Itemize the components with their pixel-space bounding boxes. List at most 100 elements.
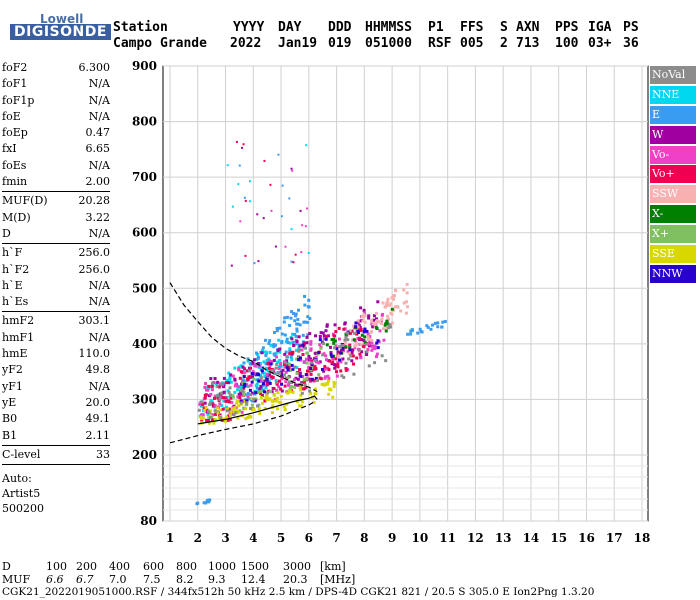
muf-value: 7.0 bbox=[109, 573, 127, 586]
data-point bbox=[342, 327, 346, 331]
data-point bbox=[384, 329, 388, 333]
data-point bbox=[257, 260, 260, 263]
data-point bbox=[299, 358, 303, 362]
data-point bbox=[216, 396, 220, 400]
data-point bbox=[247, 369, 251, 373]
data-point bbox=[380, 313, 384, 317]
d-value: 400 bbox=[109, 560, 130, 573]
data-point bbox=[368, 337, 372, 341]
data-point bbox=[334, 344, 338, 348]
data-point bbox=[333, 323, 337, 327]
data-point bbox=[216, 380, 220, 384]
data-point bbox=[285, 337, 289, 341]
data-point bbox=[297, 335, 301, 339]
data-point bbox=[303, 303, 307, 307]
data-point bbox=[344, 345, 348, 349]
data-point bbox=[299, 388, 303, 392]
data-point bbox=[241, 146, 244, 149]
data-point bbox=[243, 371, 247, 375]
d-value: 100 bbox=[46, 560, 67, 573]
data-point bbox=[329, 352, 333, 356]
param-value: 49.8 bbox=[85, 363, 111, 377]
data-point bbox=[301, 375, 305, 379]
data-point bbox=[233, 406, 237, 410]
data-point bbox=[327, 368, 331, 372]
data-point bbox=[431, 323, 435, 327]
data-point bbox=[272, 393, 276, 397]
data-point bbox=[276, 360, 280, 364]
data-point bbox=[261, 346, 265, 350]
data-point bbox=[333, 366, 337, 370]
data-point bbox=[284, 376, 288, 380]
param-name: foEs bbox=[2, 158, 27, 172]
x-tick-label: 17 bbox=[606, 531, 623, 545]
data-point bbox=[272, 358, 276, 362]
data-point bbox=[204, 406, 208, 410]
data-point bbox=[250, 408, 254, 412]
data-point bbox=[287, 380, 291, 384]
data-point bbox=[219, 391, 223, 395]
data-point bbox=[337, 337, 341, 341]
y-tick-label: 800 bbox=[132, 115, 157, 129]
data-point bbox=[350, 359, 354, 363]
data-point bbox=[378, 320, 382, 324]
param-row: yE 20.0 bbox=[2, 395, 110, 411]
data-point bbox=[341, 344, 345, 348]
data-point bbox=[248, 415, 252, 419]
data-point bbox=[275, 326, 279, 330]
param-value: N/A bbox=[88, 77, 110, 91]
data-point bbox=[389, 325, 393, 329]
data-point bbox=[267, 380, 271, 384]
data-point bbox=[245, 399, 249, 403]
data-point bbox=[390, 321, 394, 325]
data-point bbox=[288, 323, 292, 327]
data-point bbox=[291, 390, 295, 394]
data-point bbox=[322, 337, 326, 341]
param-name: foEp bbox=[2, 126, 28, 140]
data-point bbox=[250, 371, 254, 375]
data-point bbox=[265, 368, 269, 372]
data-point bbox=[297, 308, 301, 312]
data-point bbox=[218, 402, 222, 406]
header-label: S bbox=[500, 20, 508, 35]
data-point bbox=[278, 350, 282, 354]
data-point bbox=[295, 327, 299, 331]
data-point bbox=[198, 402, 202, 406]
data-point bbox=[209, 416, 213, 420]
data-point bbox=[323, 365, 327, 369]
data-point bbox=[237, 404, 241, 408]
data-point bbox=[205, 500, 209, 504]
header-values: Campo Grande 2022 Jan19 019 051000 RSF 005 2 713… bbox=[113, 36, 653, 54]
data-point bbox=[363, 335, 367, 339]
data-point bbox=[265, 394, 269, 398]
data-point bbox=[344, 333, 348, 337]
data-point bbox=[323, 375, 327, 379]
parameter-panel: foF2 6.300 foF1 N/A foF1p N/A foE N/A foEp 0.47 fx… bbox=[2, 60, 110, 516]
data-point bbox=[314, 376, 318, 380]
data-point bbox=[233, 390, 237, 394]
data-point bbox=[211, 418, 215, 422]
data-point bbox=[309, 342, 313, 346]
data-point bbox=[291, 367, 295, 371]
data-point bbox=[231, 205, 234, 208]
data-point bbox=[420, 330, 424, 334]
data-point bbox=[270, 209, 273, 212]
data-point bbox=[285, 315, 289, 319]
data-point bbox=[269, 375, 273, 379]
x-tick-label: 2 bbox=[194, 531, 202, 545]
data-point bbox=[366, 332, 370, 336]
data-point bbox=[237, 183, 240, 186]
data-point bbox=[203, 408, 207, 412]
data-point bbox=[342, 375, 346, 379]
data-point bbox=[308, 317, 312, 321]
data-point bbox=[305, 361, 309, 365]
data-point bbox=[309, 391, 313, 395]
param-value: 256.0 bbox=[78, 262, 111, 276]
legend-item: E bbox=[650, 105, 696, 124]
data-point bbox=[238, 396, 242, 400]
data-point bbox=[299, 356, 303, 360]
data-point bbox=[304, 225, 307, 228]
data-point bbox=[367, 344, 371, 348]
data-point bbox=[264, 350, 268, 354]
data-point bbox=[307, 365, 311, 369]
